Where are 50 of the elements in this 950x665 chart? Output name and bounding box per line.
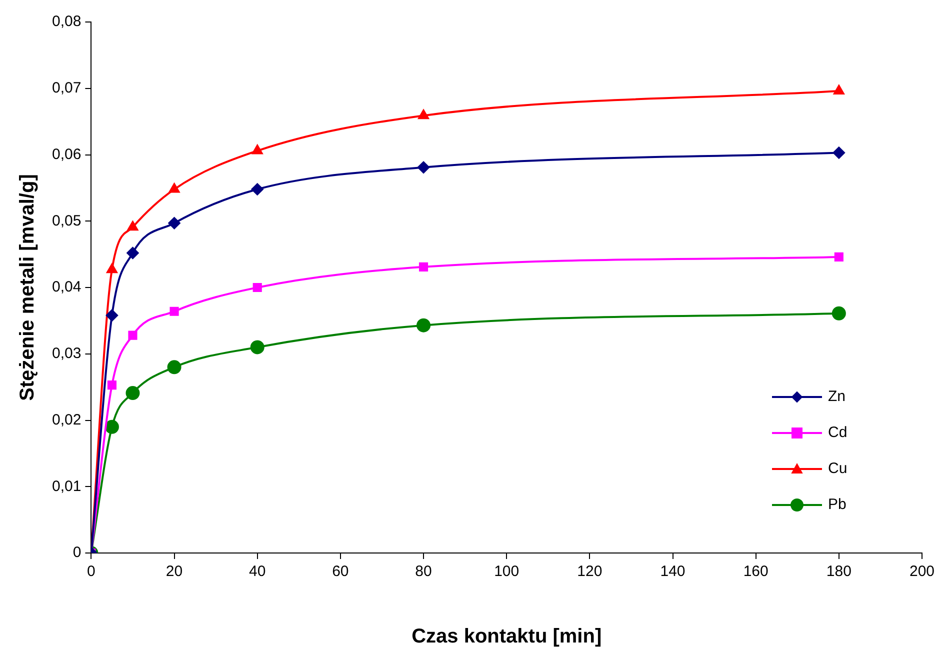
x-tick-label: 0 xyxy=(87,563,96,580)
point xyxy=(251,183,264,196)
point xyxy=(126,246,139,259)
x-tick-label: 40 xyxy=(249,563,266,580)
y-axis-title: Stężenie metali [mval/g] xyxy=(16,174,39,401)
point xyxy=(250,340,264,354)
y-tick-label: 0 xyxy=(72,544,82,562)
point xyxy=(104,420,119,434)
point xyxy=(128,330,138,340)
point xyxy=(106,309,118,322)
point xyxy=(418,262,428,272)
y-tick-label: 0,01 xyxy=(52,478,82,495)
legend-label: Cu xyxy=(828,460,848,478)
y-tick-label: 0,04 xyxy=(52,278,82,296)
x-tick-label: 20 xyxy=(166,563,183,580)
legend-label: Pb xyxy=(828,496,846,514)
point xyxy=(418,110,429,120)
x-tick-label: 80 xyxy=(415,563,432,580)
point xyxy=(834,85,844,95)
point xyxy=(832,146,845,159)
legend-label: Zn xyxy=(828,388,846,406)
x-tick-label: 160 xyxy=(743,563,768,580)
y-tick-label: 0,03 xyxy=(52,345,82,362)
y-tick-label: 0,06 xyxy=(52,146,82,163)
point xyxy=(168,217,180,230)
point xyxy=(416,318,431,332)
x-tick-label: 200 xyxy=(909,563,935,580)
point xyxy=(170,306,179,316)
point xyxy=(168,183,180,193)
legend-label: Cd xyxy=(828,424,848,442)
point xyxy=(126,386,140,400)
x-tick-label: 180 xyxy=(826,563,852,580)
y-tick-label: 0,08 xyxy=(52,13,82,30)
point xyxy=(832,306,846,320)
point xyxy=(106,264,118,274)
point xyxy=(167,360,182,374)
x-tick-label: 120 xyxy=(577,563,602,580)
point xyxy=(107,380,116,390)
point xyxy=(127,221,138,231)
y-tick-label: 0,05 xyxy=(52,212,82,230)
point xyxy=(252,282,262,292)
x-tick-label: 100 xyxy=(494,563,520,580)
x-tick-label: 60 xyxy=(332,563,349,580)
x-axis-title: Czas kontaktu [min] xyxy=(412,626,602,648)
point xyxy=(418,161,430,174)
y-tick-label: 0,07 xyxy=(52,80,82,97)
point xyxy=(252,144,263,154)
y-tick-label: 0,02 xyxy=(52,411,82,428)
point xyxy=(834,252,844,262)
x-tick-label: 140 xyxy=(660,563,686,580)
